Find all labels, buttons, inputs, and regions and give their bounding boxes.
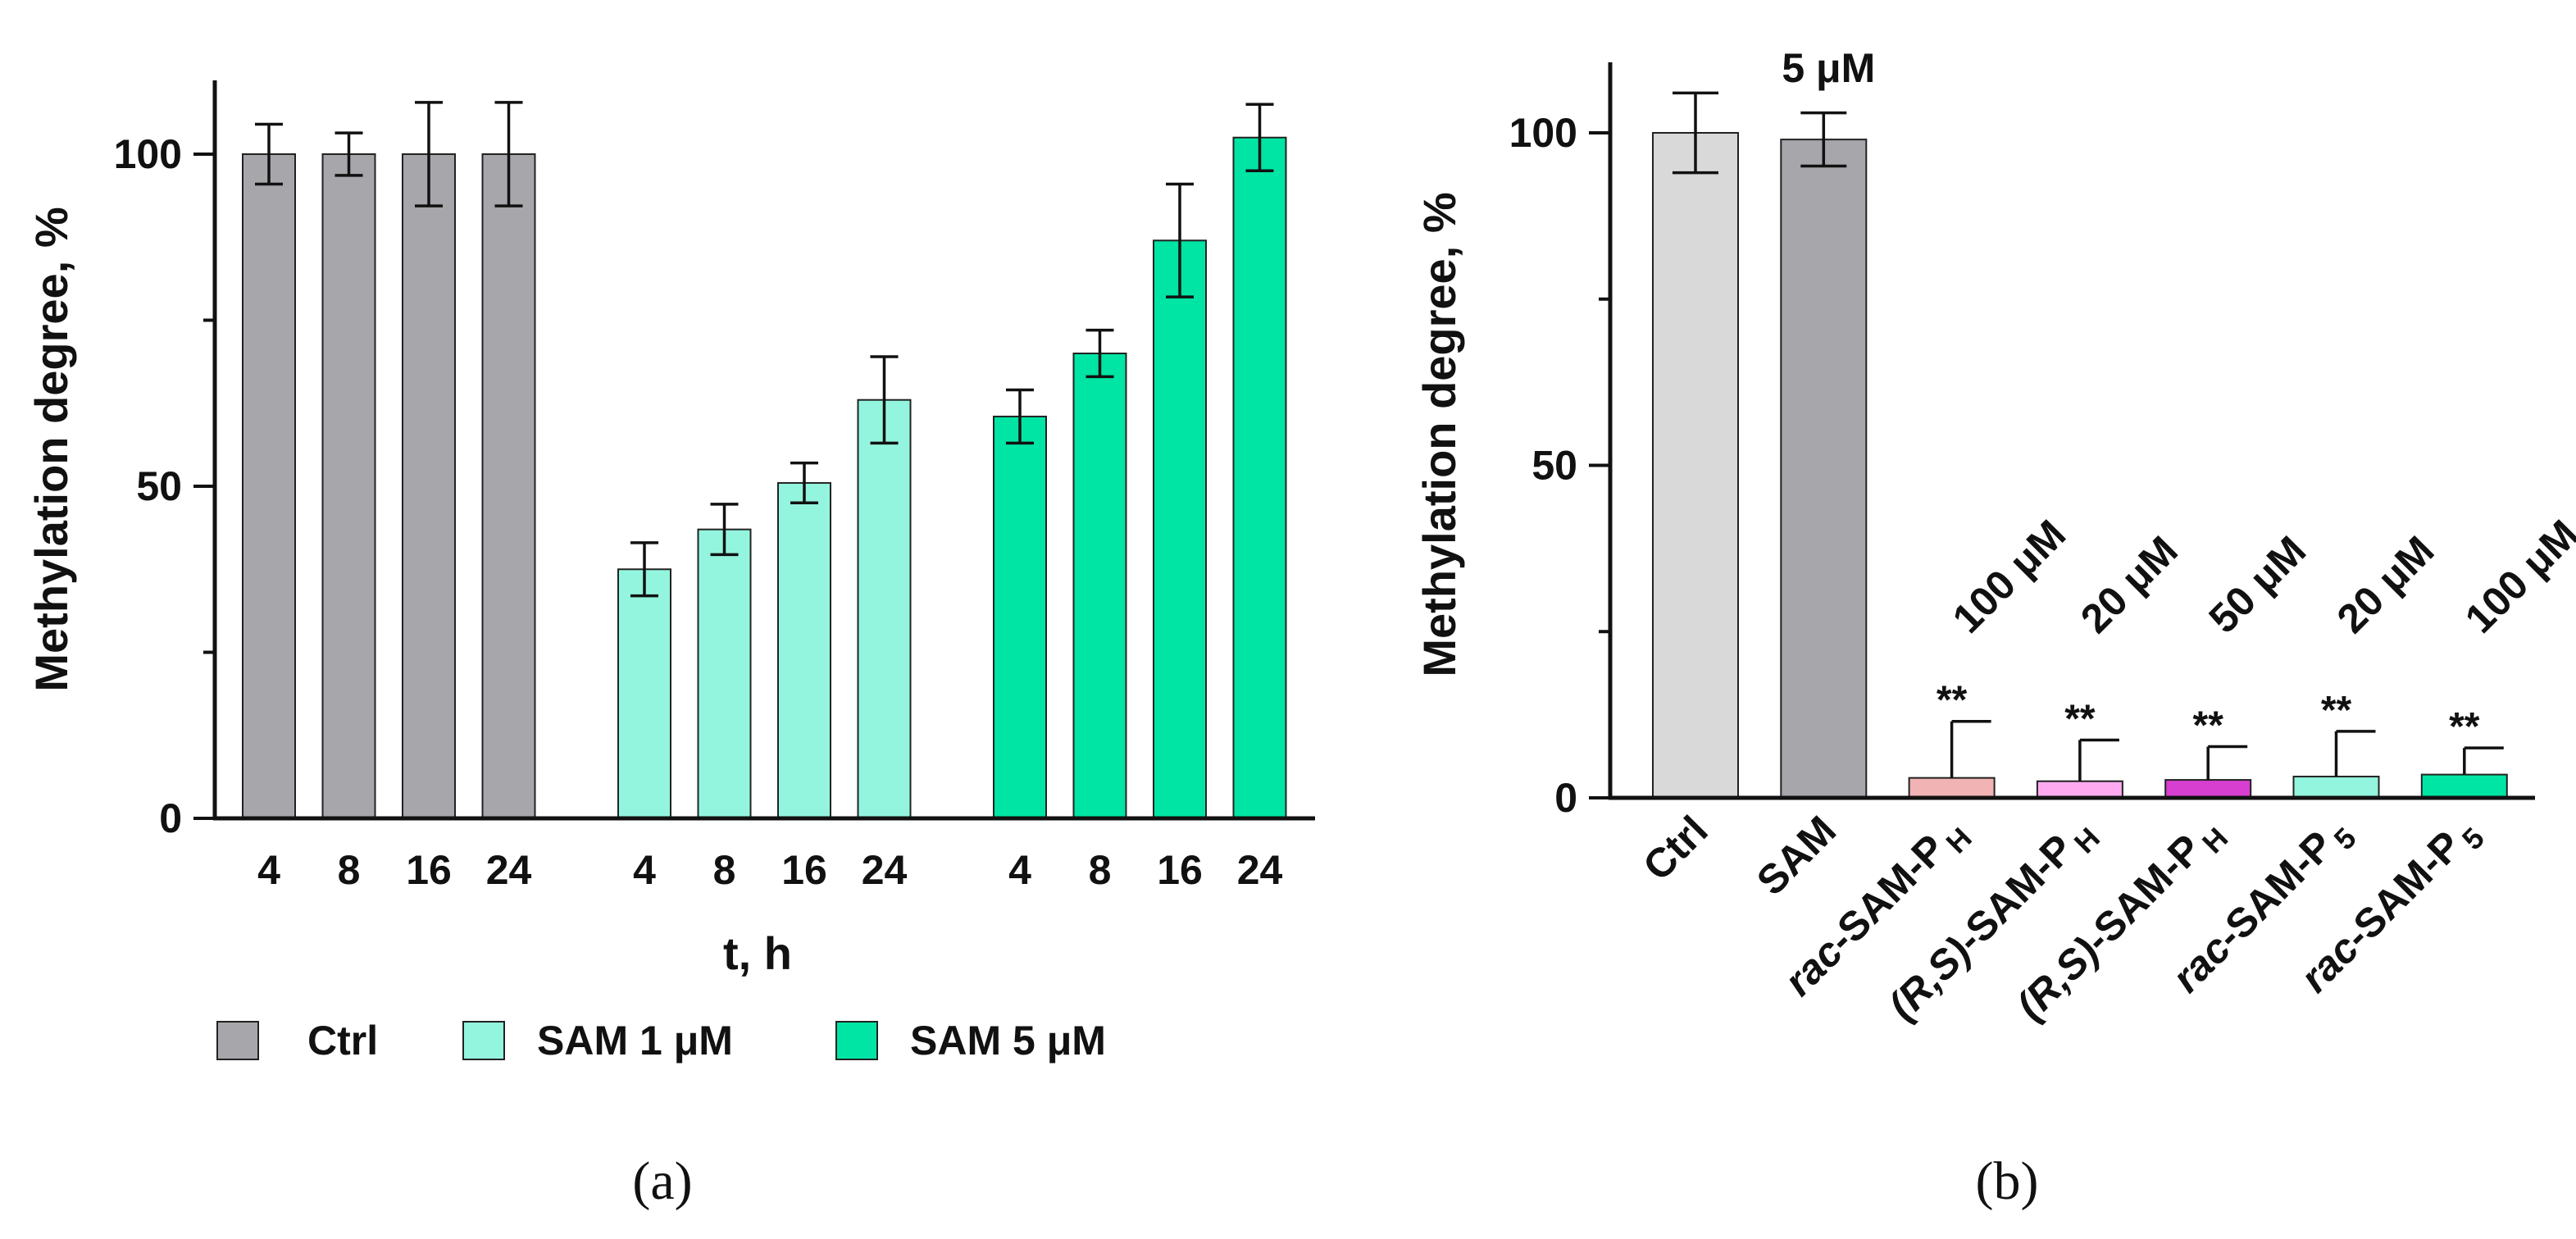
bar-ctrl-8h xyxy=(321,153,376,819)
x-tick-label: 8 xyxy=(1089,847,1112,893)
panel-a-y-axis-title: Methylation degree, % xyxy=(25,207,77,691)
significance-marker: ** xyxy=(2449,705,2480,749)
x-tick-label: 4 xyxy=(1008,847,1031,893)
bar-2 xyxy=(1908,777,1996,799)
y-tick-label: 0 xyxy=(1554,775,1577,821)
error-bar-1-0 xyxy=(630,541,658,598)
y-tick-label: 0 xyxy=(159,795,182,841)
panel-a-error-bars xyxy=(255,101,1274,598)
error-bar-6 xyxy=(2463,746,2504,775)
category-label: SAM xyxy=(1748,807,1845,904)
x-tick-label: 16 xyxy=(406,847,452,893)
bar-sam-1-um-16h xyxy=(777,481,831,819)
x-tick-label: 8 xyxy=(338,847,361,893)
error-bar-0-2 xyxy=(415,101,443,207)
panel-b-y-axis-title: Methylation degree, % xyxy=(1413,192,1465,676)
bar-sam-1-um-4h xyxy=(617,568,671,819)
bar-ctrl-16h xyxy=(402,153,456,819)
error-bar-1-3 xyxy=(870,355,899,445)
panel-b-annotations: 5 μM ** 100 μM ** 20 μM ** 50 μM ** 20 μM ** 100 μ… xyxy=(1782,45,2576,749)
legend-label: Ctrl xyxy=(307,1018,378,1064)
bar-sam-1-um-8h xyxy=(697,528,752,820)
legend-swatch xyxy=(462,1021,505,1060)
bar-sam-5-um-4h xyxy=(993,415,1047,819)
y-tick-label: 100 xyxy=(114,131,182,177)
significance-marker: ** xyxy=(2321,689,2352,732)
legend-label: SAM 5 μM xyxy=(910,1018,1106,1064)
y-tick-label: 50 xyxy=(1531,443,1577,489)
error-bar-3 xyxy=(2078,738,2119,781)
panel-b: 0 50 100 5 μM ** 100 μM ** 20 μM ** 50 μM ** 20 μM… xyxy=(1413,45,2576,1211)
bar-3 xyxy=(2036,780,2123,799)
error-bar-1 xyxy=(1800,111,1847,168)
panel-a-y-ticks: 0 50 100 xyxy=(114,131,215,841)
concentration-label: 20 μM xyxy=(2328,527,2443,642)
legend-label: SAM 1 μM xyxy=(537,1018,733,1064)
x-tick-label: 8 xyxy=(713,847,736,893)
x-tick-label: 16 xyxy=(781,847,827,893)
error-bar-0-3 xyxy=(494,101,523,207)
error-bar-4 xyxy=(2206,745,2248,781)
bar-5 xyxy=(2292,776,2380,799)
x-tick-label: 24 xyxy=(862,847,908,893)
panel-a: 0 50 100 4 8 16 24 4 8 16 24 4 8 16 24 Methylation de… xyxy=(25,80,1315,1211)
concentration-label: 100 μM xyxy=(1944,511,2074,641)
legend-swatch xyxy=(216,1021,259,1060)
bar-sam-5-um-24h xyxy=(1232,136,1287,819)
error-bar-1-1 xyxy=(710,503,739,557)
bar-6 xyxy=(2420,773,2508,799)
x-tick-label: 4 xyxy=(257,847,280,893)
x-tick-label: 24 xyxy=(1237,847,1283,893)
concentration-label: 50 μM xyxy=(2200,527,2314,642)
concentration-label: 20 μM xyxy=(2072,527,2187,642)
error-bar-0-1 xyxy=(335,131,363,177)
error-bar-2-0 xyxy=(1006,388,1034,445)
legend-swatch xyxy=(835,1021,878,1060)
y-tick-label: 50 xyxy=(136,463,182,509)
significance-marker: ** xyxy=(2193,704,2224,748)
panel-b-bars xyxy=(1652,132,2508,799)
x-tick-label: 24 xyxy=(486,847,532,893)
panel-b-error-bars xyxy=(1673,91,2504,781)
panel-a-bars xyxy=(242,136,1287,820)
category-label: Ctrl xyxy=(1634,807,1716,889)
error-bar-2 xyxy=(1950,719,1991,778)
significance-marker: ** xyxy=(2064,697,2096,740)
error-bar-1-2 xyxy=(790,461,818,504)
panel-a-x-tick-labels: 4 8 16 24 4 8 16 24 4 8 16 24 xyxy=(257,847,1282,893)
panel-a-label: (a) xyxy=(632,1151,692,1211)
bar-ctrl-4h xyxy=(242,153,296,819)
panel-a-x-axis-title: t, h xyxy=(723,927,792,979)
bar-ctrl-24h xyxy=(481,153,536,819)
x-tick-label: 16 xyxy=(1157,847,1203,893)
error-bar-2-3 xyxy=(1245,102,1274,172)
concentration-label: 100 μM xyxy=(2456,511,2576,641)
x-tick-label: 4 xyxy=(633,847,656,893)
panel-b-category-labels: Ctrl SAMrac-SAM-PH(R,S)-SAM-PH(R,S)-SAM-P… xyxy=(1634,807,2491,1028)
error-bar-0 xyxy=(1673,91,1718,175)
y-tick-label: 100 xyxy=(1509,110,1577,156)
error-bar-5 xyxy=(2334,730,2376,777)
error-bar-2-2 xyxy=(1166,182,1194,298)
significance-marker: ** xyxy=(1937,679,1968,722)
bar-0 xyxy=(1652,132,1739,799)
bar-sam-1-um-24h xyxy=(857,399,912,819)
panel-b-y-ticks: 0 50 100 xyxy=(1509,110,1610,821)
bar-4 xyxy=(2164,779,2252,799)
error-bar-0-0 xyxy=(255,122,283,186)
panel-b-label: (b) xyxy=(1976,1151,2039,1211)
bar-sam-5-um-8h xyxy=(1072,353,1127,819)
legend-item-1: SAM 1 μM xyxy=(462,1018,733,1064)
panel-a-legend: Ctrl SAM 1 μM SAM 5 μM xyxy=(216,1018,1106,1064)
error-bar-2-1 xyxy=(1085,328,1114,379)
legend-item-0: Ctrl xyxy=(216,1018,378,1064)
legend-item-2: SAM 5 μM xyxy=(835,1018,1106,1064)
concentration-label: 5 μM xyxy=(1782,45,1875,91)
bar-sam-5-um-16h xyxy=(1153,239,1207,819)
bar-1 xyxy=(1780,139,1868,799)
